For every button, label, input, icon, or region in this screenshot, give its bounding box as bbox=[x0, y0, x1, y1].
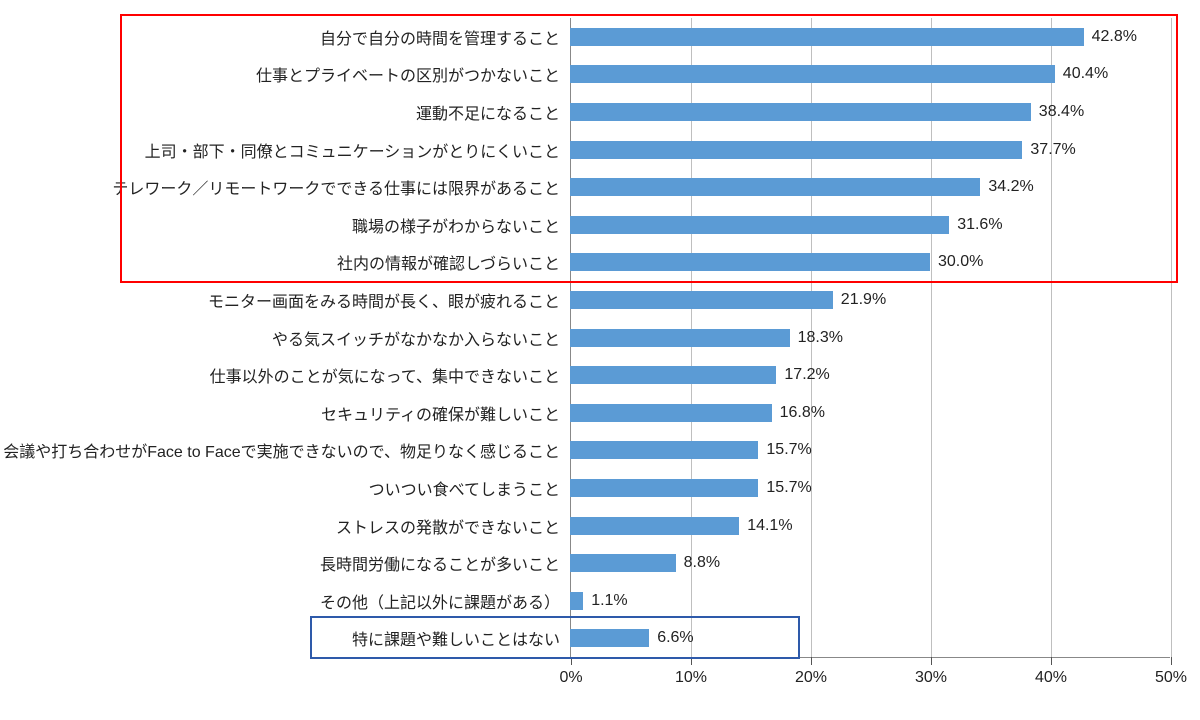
bar bbox=[570, 253, 930, 271]
bar-row: ストレスの発散ができないこと 14.1% bbox=[10, 507, 1190, 545]
bar bbox=[570, 28, 1084, 46]
value-label: 18.3% bbox=[798, 329, 843, 347]
bar bbox=[570, 366, 776, 384]
value-label: 17.2% bbox=[784, 366, 829, 384]
bar bbox=[570, 291, 833, 309]
value-label: 6.6% bbox=[657, 629, 693, 647]
x-tick-label: 20% bbox=[795, 669, 827, 687]
bar bbox=[570, 554, 676, 572]
bar bbox=[570, 629, 649, 647]
bar bbox=[570, 329, 790, 347]
bar-row: 職場の様子がわからないこと 31.6% bbox=[10, 206, 1190, 244]
value-label: 40.4% bbox=[1063, 65, 1108, 83]
value-label: 37.7% bbox=[1030, 141, 1075, 159]
value-label: 34.2% bbox=[988, 178, 1033, 196]
category-label: テレワーク／リモートワークでできる仕事には限界があること bbox=[112, 175, 560, 199]
value-label: 38.4% bbox=[1039, 103, 1084, 121]
bar bbox=[570, 592, 583, 610]
bar bbox=[570, 216, 949, 234]
x-tick-label: 0% bbox=[559, 669, 582, 687]
bar bbox=[570, 178, 980, 196]
value-label: 16.8% bbox=[780, 404, 825, 422]
category-label: やる気スイッチがなかなか入らないこと bbox=[272, 326, 560, 350]
x-tick-label: 30% bbox=[915, 669, 947, 687]
value-label: 8.8% bbox=[684, 554, 720, 572]
x-tick-label: 10% bbox=[675, 669, 707, 687]
bar-row: モニター画面をみる時間が長く、眼が疲れること 21.9% bbox=[10, 281, 1190, 319]
bar-row: 社内の情報が確認しづらいこと 30.0% bbox=[10, 244, 1190, 282]
bar-row: 特に課題や難しいことはない 6.6% bbox=[10, 620, 1190, 658]
bar-row: 会議や打ち合わせがFace to Faceで実施できないので、物足りなく感じるこ… bbox=[10, 432, 1190, 470]
x-tick bbox=[811, 657, 812, 665]
x-tick bbox=[1051, 657, 1052, 665]
value-label: 15.7% bbox=[766, 479, 811, 497]
category-label: 特に課題や難しいことはない bbox=[352, 626, 560, 650]
value-label: 21.9% bbox=[841, 291, 886, 309]
bar bbox=[570, 65, 1055, 83]
bar bbox=[570, 517, 739, 535]
value-label: 1.1% bbox=[591, 592, 627, 610]
category-label: 長時間労働になることが多いこと bbox=[320, 551, 560, 575]
bar-row: やる気スイッチがなかなか入らないこと 18.3% bbox=[10, 319, 1190, 357]
value-label: 15.7% bbox=[766, 441, 811, 459]
category-label: ついつい食べてしまうこと bbox=[369, 476, 560, 500]
bar-row: ついつい食べてしまうこと 15.7% bbox=[10, 469, 1190, 507]
bar bbox=[570, 441, 758, 459]
bar-row: その他（上記以外に課題がある） 1.1% bbox=[10, 582, 1190, 620]
x-tick-label: 50% bbox=[1155, 669, 1187, 687]
bar-row: 仕事とプライベートの区別がつかないこと 40.4% bbox=[10, 56, 1190, 94]
bar bbox=[570, 141, 1022, 159]
bar bbox=[570, 404, 772, 422]
value-label: 30.0% bbox=[938, 253, 983, 271]
chart-container: 0% 10% 20% 30% 40% 50% 自分で自分の時間を管理すること 42.8% 仕事… bbox=[10, 10, 1190, 710]
bar bbox=[570, 103, 1031, 121]
category-label: セキュリティの確保が難しいこと bbox=[321, 401, 560, 425]
bar-row: 自分で自分の時間を管理すること 42.8% bbox=[10, 18, 1190, 56]
x-tick bbox=[931, 657, 932, 665]
category-label: ストレスの発散ができないこと bbox=[336, 514, 560, 538]
category-label: 上司・部下・同僚とコミュニケーションがとりにくいこと bbox=[145, 138, 560, 162]
bar-row: 仕事以外のことが気になって、集中できないこと 17.2% bbox=[10, 356, 1190, 394]
category-label: 社内の情報が確認しづらいこと bbox=[337, 250, 560, 274]
category-label: 職場の様子がわからないこと bbox=[352, 213, 560, 237]
value-label: 14.1% bbox=[747, 517, 792, 535]
category-label: 会議や打ち合わせがFace to Faceで実施できないので、物足りなく感じるこ… bbox=[3, 438, 560, 462]
category-label: その他（上記以外に課題がある） bbox=[320, 589, 560, 613]
category-label: 運動不足になること bbox=[416, 100, 560, 124]
bar-row: セキュリティの確保が難しいこと 16.8% bbox=[10, 394, 1190, 432]
x-tick bbox=[1171, 657, 1172, 665]
value-label: 31.6% bbox=[957, 216, 1002, 234]
bar-row: 長時間労働になることが多いこと 8.8% bbox=[10, 544, 1190, 582]
x-tick bbox=[691, 657, 692, 665]
bar-row: 運動不足になること 38.4% bbox=[10, 93, 1190, 131]
category-label: 仕事以外のことが気になって、集中できないこと bbox=[210, 363, 560, 387]
category-label: モニター画面をみる時間が長く、眼が疲れること bbox=[208, 288, 560, 312]
category-label: 仕事とプライベートの区別がつかないこと bbox=[256, 62, 560, 86]
bar-row: 上司・部下・同僚とコミュニケーションがとりにくいこと 37.7% bbox=[10, 131, 1190, 169]
x-tick bbox=[571, 657, 572, 665]
category-label: 自分で自分の時間を管理すること bbox=[320, 25, 560, 49]
value-label: 42.8% bbox=[1092, 28, 1137, 46]
x-tick-label: 40% bbox=[1035, 669, 1067, 687]
bar-row: テレワーク／リモートワークでできる仕事には限界があること 34.2% bbox=[10, 168, 1190, 206]
bar bbox=[570, 479, 758, 497]
